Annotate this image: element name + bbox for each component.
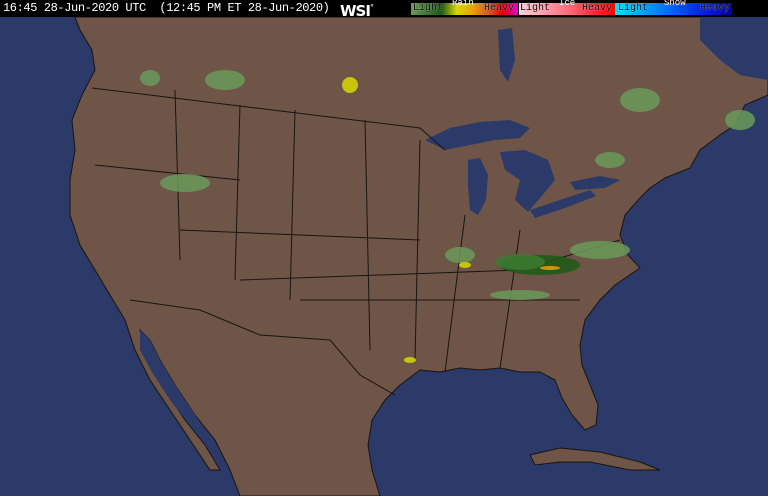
precip-area — [445, 247, 475, 263]
lake-erie — [530, 190, 596, 218]
gulf-of-st-lawrence — [700, 17, 768, 80]
land-north-america — [69, 17, 768, 496]
wsi-logo: WSI° — [340, 2, 374, 20]
precip-area — [725, 110, 755, 130]
rain-light-label: Light — [413, 3, 444, 14]
baja-gulf — [140, 330, 205, 430]
us-canada-border — [91, 87, 446, 151]
snow-heavy-label: Heavy — [700, 3, 731, 14]
cuba — [529, 447, 661, 471]
us-mexico-border — [129, 299, 396, 396]
radar-map — [0, 17, 768, 496]
precip-area — [205, 70, 245, 90]
precip-area — [620, 88, 660, 112]
precip-area — [459, 262, 471, 268]
snow-title: Snow — [664, 0, 686, 8]
lake-huron — [500, 150, 555, 212]
lake-superior — [425, 120, 530, 150]
precip-area — [595, 152, 625, 168]
great-lakes — [140, 17, 768, 471]
precip-area — [140, 70, 160, 86]
lake-nipigon — [498, 28, 515, 82]
timestamp: 16:45 28-Jun-2020 UTC (12:45 PM ET 28-Ju… — [3, 1, 330, 15]
header-bar: 16:45 28-Jun-2020 UTC (12:45 PM ET 28-Ju… — [0, 0, 768, 20]
rain-title: Rain — [452, 0, 474, 8]
lake-michigan — [468, 158, 488, 215]
precip-area — [342, 77, 358, 93]
ice-heavy-label: Heavy — [582, 3, 613, 14]
ice-light-label: Light — [520, 3, 551, 14]
precipitation-layer — [140, 70, 755, 363]
precip-area — [570, 241, 630, 259]
lake-ontario — [570, 176, 620, 190]
precip-area — [490, 290, 550, 300]
precip-area — [160, 174, 210, 192]
snow-light-label: Light — [618, 3, 649, 14]
precip-area — [495, 254, 545, 270]
precip-area — [404, 357, 416, 363]
precip-area — [540, 266, 560, 270]
ice-title: Ice — [559, 0, 576, 8]
rain-heavy-label: Heavy — [484, 3, 515, 14]
